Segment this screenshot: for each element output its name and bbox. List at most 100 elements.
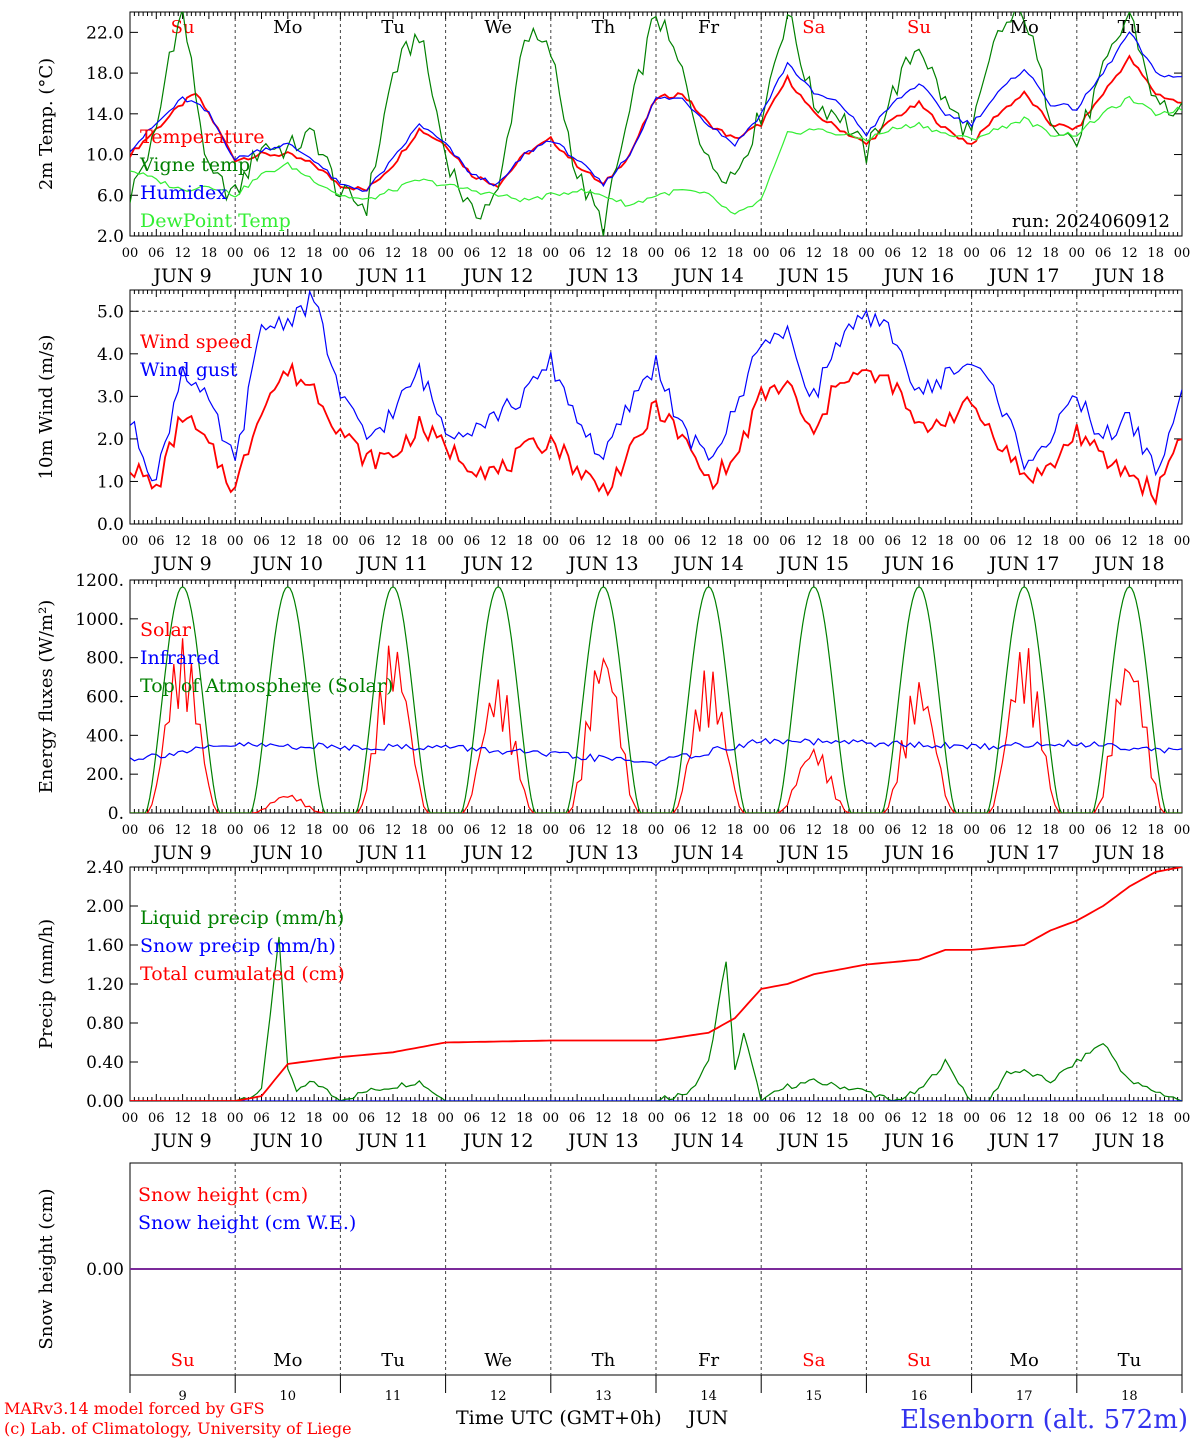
date-label: JUN 9 (151, 1130, 211, 1152)
plot-frame (129, 11, 1183, 237)
hour-label: 00 (332, 1111, 349, 1126)
panel-5: 0.00 Snow height (cm) Su 9 Mo 10 Tu 11 We 12 Th 13 F… (36, 1162, 1183, 1404)
hour-label: 12 (280, 534, 297, 549)
hour-label: 00 (543, 1111, 560, 1126)
hour-label: 06 (464, 1111, 481, 1126)
hour-label: 06 (1095, 534, 1112, 549)
legend-entry: Wind speed (140, 331, 252, 353)
hour-label: 12 (595, 246, 612, 261)
hour-label: 06 (569, 823, 586, 838)
series-group (130, 12, 1182, 236)
hour-label: 12 (1121, 823, 1138, 838)
hour-label: 00 (227, 1111, 244, 1126)
date-label: JUN 10 (251, 265, 323, 287)
hour-label: 00 (437, 823, 454, 838)
y-tick-label: 5.0 (97, 302, 124, 322)
date-label: JUN 17 (987, 265, 1059, 287)
hour-label: 06 (990, 534, 1007, 549)
hour-label: 18 (832, 823, 849, 838)
date-label: JUN 13 (566, 1130, 638, 1152)
hour-label: 12 (1121, 534, 1138, 549)
hour-label: 12 (490, 823, 507, 838)
day-number-label: 10 (280, 1389, 297, 1404)
hour-label: 00 (543, 246, 560, 261)
hour-label: 18 (306, 1111, 323, 1126)
weekday-label: Th (592, 17, 616, 38)
hour-label: 12 (1016, 534, 1033, 549)
date-label: JUN 11 (356, 842, 428, 864)
hour-label: 06 (358, 246, 375, 261)
hour-label: 00 (122, 823, 139, 838)
series-line-dewpoint-temp (130, 95, 1182, 215)
y-tick-label: 2.0 (97, 227, 124, 247)
hour-label: 00 (963, 1111, 980, 1126)
weekday-label: Su (907, 1350, 931, 1371)
hour-label: 00 (437, 534, 454, 549)
hour-label: 12 (1121, 1111, 1138, 1126)
y-tick-label: 1200. (75, 571, 124, 591)
hour-label: 00 (122, 534, 139, 549)
date-label: JUN 16 (882, 553, 954, 575)
y-tick-label: 0. (108, 804, 124, 824)
hour-label: 18 (727, 246, 744, 261)
hour-label: 12 (1016, 246, 1033, 261)
hour-label: 18 (1042, 1111, 1059, 1126)
hour-label: 12 (385, 534, 402, 549)
hour-label: 00 (648, 823, 665, 838)
weekday-label: Su (907, 17, 931, 38)
y-tick-label: 6.0 (97, 186, 124, 206)
y-axis-label: Energy fluxes (W/m²) (36, 600, 57, 794)
y-tick-label: 22.0 (86, 23, 124, 43)
hour-label: 12 (806, 823, 823, 838)
date-label: JUN 12 (461, 842, 533, 864)
hour-label: 18 (1042, 246, 1059, 261)
y-tick-label: 400. (86, 726, 124, 746)
hour-label: 12 (700, 246, 717, 261)
legend-entry: Snow height (cm W.E.) (138, 1212, 356, 1234)
hour-label: 12 (490, 534, 507, 549)
y-tick-label: 800. (86, 649, 124, 669)
y-axis-label: Precip (mm/h) (36, 919, 57, 1049)
weekday-label: We (484, 1350, 512, 1371)
hour-label: 00 (1174, 534, 1191, 549)
date-label: JUN 13 (566, 842, 638, 864)
hour-label: 12 (280, 1111, 297, 1126)
hour-label: 06 (148, 1111, 165, 1126)
series-group (130, 290, 1182, 506)
weekday-label: Tu (381, 1350, 405, 1371)
hour-label: 18 (1147, 246, 1164, 261)
station-name: Elsenborn (alt. 572m) (900, 1405, 1188, 1435)
date-label: JUN 15 (777, 265, 849, 287)
hour-label: 06 (358, 534, 375, 549)
hour-label: 12 (385, 823, 402, 838)
hour-label: 06 (674, 534, 691, 549)
hour-label: 00 (1069, 823, 1086, 838)
hour-label: 00 (753, 823, 770, 838)
y-axis-label: 2m Temp. (°C) (36, 58, 57, 190)
y-tick-label: 1000. (75, 610, 124, 630)
hour-label: 00 (1174, 823, 1191, 838)
hour-label: 18 (516, 823, 533, 838)
legend-entry: Total cumulated (cm) (140, 963, 345, 985)
hour-label: 06 (990, 823, 1007, 838)
weekday-label: Tu (381, 17, 405, 38)
day-number-label: 14 (700, 1389, 717, 1404)
hour-label: 12 (490, 1111, 507, 1126)
y-tick-label: 1.0 (97, 472, 124, 492)
series-group (130, 586, 1182, 813)
date-label: JUN 17 (987, 1130, 1059, 1152)
hour-label: 06 (779, 1111, 796, 1126)
hour-label: 12 (911, 1111, 928, 1126)
hour-label: 00 (1174, 246, 1191, 261)
legend-entry: Wind gust (140, 359, 238, 381)
date-label: JUN 9 (151, 553, 211, 575)
date-label: JUN 16 (882, 265, 954, 287)
hour-label: 00 (227, 246, 244, 261)
hour-label: 18 (937, 823, 954, 838)
hour-label: 00 (122, 246, 139, 261)
hour-label: 06 (569, 534, 586, 549)
y-axis-label: 10m Wind (m/s) (36, 335, 57, 480)
date-label: JUN 15 (777, 553, 849, 575)
x-axis-month: JUN (686, 1407, 728, 1429)
